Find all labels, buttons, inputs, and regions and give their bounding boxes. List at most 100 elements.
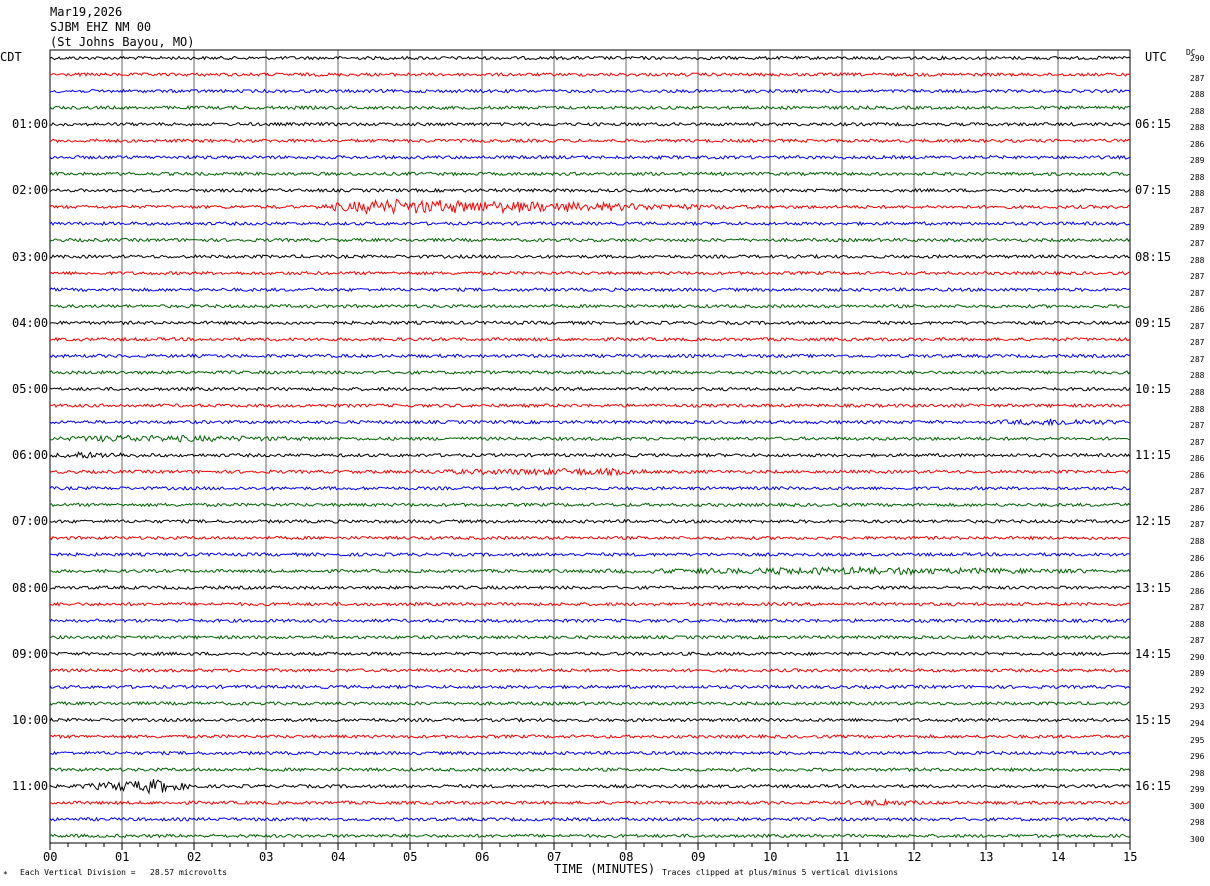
dc-offset-value: 286 <box>1190 305 1205 315</box>
right-hour-label: 16:15 <box>1135 779 1172 794</box>
station-code: SJBM EHZ NM 00 <box>50 20 152 34</box>
seismic-trace-31 <box>49 565 1131 576</box>
seismic-trace-37 <box>49 667 1131 673</box>
dc-offset-value: 300 <box>1190 801 1205 811</box>
dc-offset-value: 287 <box>1190 437 1205 447</box>
seismic-trace-6 <box>49 154 1131 160</box>
left-hour-label: 08:00 <box>12 580 49 595</box>
left-hour-label: 03:00 <box>12 249 49 264</box>
seismic-trace-11 <box>49 237 1131 243</box>
seismic-trace-36 <box>49 651 1131 657</box>
left-hour-label: 02:00 <box>12 183 49 198</box>
seismic-trace-32 <box>49 585 1131 591</box>
dc-offset-value: 292 <box>1190 685 1205 695</box>
x-tick-label: 03 <box>259 850 274 864</box>
x-tick-label: 07 <box>547 850 562 864</box>
seismic-trace-3 <box>49 105 1131 111</box>
seismic-trace-28 <box>49 518 1131 524</box>
seismic-trace-14 <box>49 287 1131 293</box>
dc-offset-value: 286 <box>1190 503 1205 513</box>
x-tick-label: 01 <box>115 850 130 864</box>
dc-offset-value: 287 <box>1190 288 1205 298</box>
right-hour-label: 13:15 <box>1135 580 1172 595</box>
x-tick-label: 02 <box>187 850 202 864</box>
seismic-trace-2 <box>49 88 1131 94</box>
seismic-trace-41 <box>49 733 1131 740</box>
dc-offset-value: 286 <box>1190 553 1205 563</box>
right-hour-label: 09:15 <box>1135 315 1172 330</box>
dc-offset-value: 287 <box>1190 272 1205 282</box>
dc-offset-value: 295 <box>1190 735 1205 745</box>
dc-offset-value: 293 <box>1190 702 1205 712</box>
scale-note: Each Vertical Division = 28.57 microvolt… <box>20 868 228 877</box>
clip-note: Traces clipped at plus/minus 5 vertical … <box>662 868 899 877</box>
seismic-trace-15 <box>49 303 1131 309</box>
x-axis-title: TIME (MINUTES) <box>554 862 656 876</box>
dc-offset-value: 289 <box>1190 222 1205 232</box>
dc-offset-value: 298 <box>1190 818 1205 828</box>
right-hour-label: 08:15 <box>1135 249 1172 264</box>
seismic-trace-18 <box>49 353 1131 359</box>
seismic-trace-21 <box>49 403 1131 409</box>
dc-offset-value: 287 <box>1190 73 1205 83</box>
left-hour-label: 11:00 <box>12 779 49 794</box>
dc-offset-value: 300 <box>1190 834 1205 844</box>
seismic-trace-27 <box>49 502 1131 508</box>
seismic-trace-34 <box>49 618 1131 624</box>
seismic-trace-5 <box>49 138 1131 144</box>
corner-mark: * <box>3 870 8 879</box>
left-hour-label: 01:00 <box>12 117 49 132</box>
seismic-trace-16 <box>49 320 1131 326</box>
left-hour-label: 07:00 <box>12 514 49 529</box>
seismic-trace-46 <box>49 816 1131 823</box>
seismic-trace-19 <box>49 369 1131 376</box>
dc-offset-value: 288 <box>1190 123 1205 133</box>
seismic-trace-39 <box>49 700 1131 706</box>
dc-offset-value: 286 <box>1190 139 1205 149</box>
right-hour-label: 15:15 <box>1135 713 1172 727</box>
dc-offset-value: 287 <box>1190 520 1205 530</box>
right-hour-label: 06:15 <box>1135 117 1172 132</box>
seismic-trace-44 <box>49 779 1131 795</box>
dc-column-label: DC <box>1186 48 1196 57</box>
right-hour-label: 10:15 <box>1135 382 1172 396</box>
seismic-trace-23 <box>49 434 1131 443</box>
seismic-trace-26 <box>49 485 1131 491</box>
dc-offset-value: 287 <box>1190 321 1205 331</box>
seismic-trace-1 <box>49 72 1131 78</box>
dc-offset-value: 288 <box>1190 536 1205 546</box>
seismic-trace-38 <box>49 684 1131 690</box>
dc-offset-value: 287 <box>1190 421 1205 431</box>
seismic-trace-8 <box>49 187 1131 193</box>
right-hour-label: 14:15 <box>1135 646 1172 661</box>
x-tick-label: 15 <box>1123 850 1138 864</box>
seismic-trace-7 <box>49 171 1131 177</box>
dc-offset-value: 287 <box>1190 338 1205 348</box>
dc-offset-value: 288 <box>1190 619 1205 629</box>
dc-offset-value: 288 <box>1190 388 1205 397</box>
seismic-trace-30 <box>49 551 1131 558</box>
plot-date: Mar19,2026 <box>50 5 123 19</box>
left-hour-label: 09:00 <box>12 646 49 661</box>
dc-offset-value: 288 <box>1190 404 1205 414</box>
seismic-trace-4 <box>49 121 1131 127</box>
seismic-trace-40 <box>49 717 1131 723</box>
left-timezone-label: CDT <box>0 50 22 64</box>
left-hour-label: 10:00 <box>12 713 49 727</box>
seismic-trace-35 <box>49 634 1131 640</box>
left-hour-label: 05:00 <box>12 382 49 396</box>
dc-offset-value: 288 <box>1190 90 1205 100</box>
dc-offset-value: 286 <box>1190 470 1205 480</box>
dc-offset-value: 288 <box>1190 172 1205 182</box>
dc-offset-value: 298 <box>1190 768 1205 778</box>
x-tick-label: 04 <box>331 850 346 864</box>
dc-offset-value: 290 <box>1190 652 1205 662</box>
seismic-trace-43 <box>49 766 1131 773</box>
dc-offset-value: 288 <box>1190 106 1205 116</box>
dc-offset-value: 288 <box>1190 189 1205 199</box>
seismic-trace-9 <box>49 198 1131 216</box>
x-tick-label: 00 <box>43 850 58 864</box>
dc-offset-value: 296 <box>1190 752 1205 762</box>
x-tick-label: 11 <box>835 850 850 864</box>
